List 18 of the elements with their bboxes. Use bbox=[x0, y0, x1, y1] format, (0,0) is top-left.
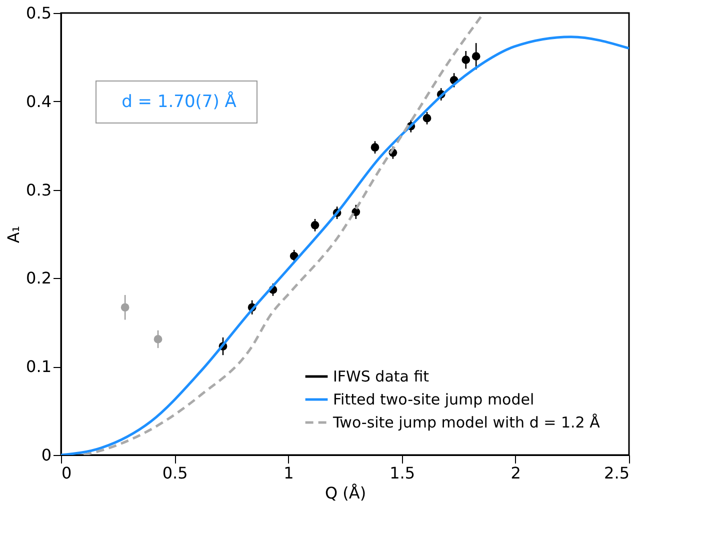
y-tick-label: 0.5 bbox=[26, 4, 52, 22]
x-tick-label: 2 bbox=[510, 464, 521, 482]
y-tick-label: 0.3 bbox=[26, 180, 52, 200]
y-axis-title: A₁ bbox=[4, 226, 24, 244]
y-tick-label: 0.2 bbox=[26, 268, 52, 288]
x-tick-label: 1.5 bbox=[390, 464, 416, 482]
x-tick-label: 2.5 bbox=[604, 464, 630, 482]
y-tick-label: 0.1 bbox=[26, 357, 52, 376]
x-tick-label: 0 bbox=[62, 464, 72, 482]
legend-label: IFWS data fit bbox=[333, 368, 430, 386]
x-tick-label: 0.5 bbox=[162, 464, 188, 482]
x-tick-label: 1 bbox=[284, 464, 294, 482]
annotation: d = 1.70(7) Å bbox=[122, 91, 237, 112]
y-tick-label: 0.4 bbox=[26, 92, 52, 111]
legend-label: Two-site jump model with d = 1.2 Å bbox=[332, 414, 601, 432]
y-tick-label: 0 bbox=[41, 446, 52, 464]
x-axis-title: Q (Å) bbox=[324, 484, 366, 502]
legend-label: Fitted two-site jump model bbox=[333, 390, 534, 408]
